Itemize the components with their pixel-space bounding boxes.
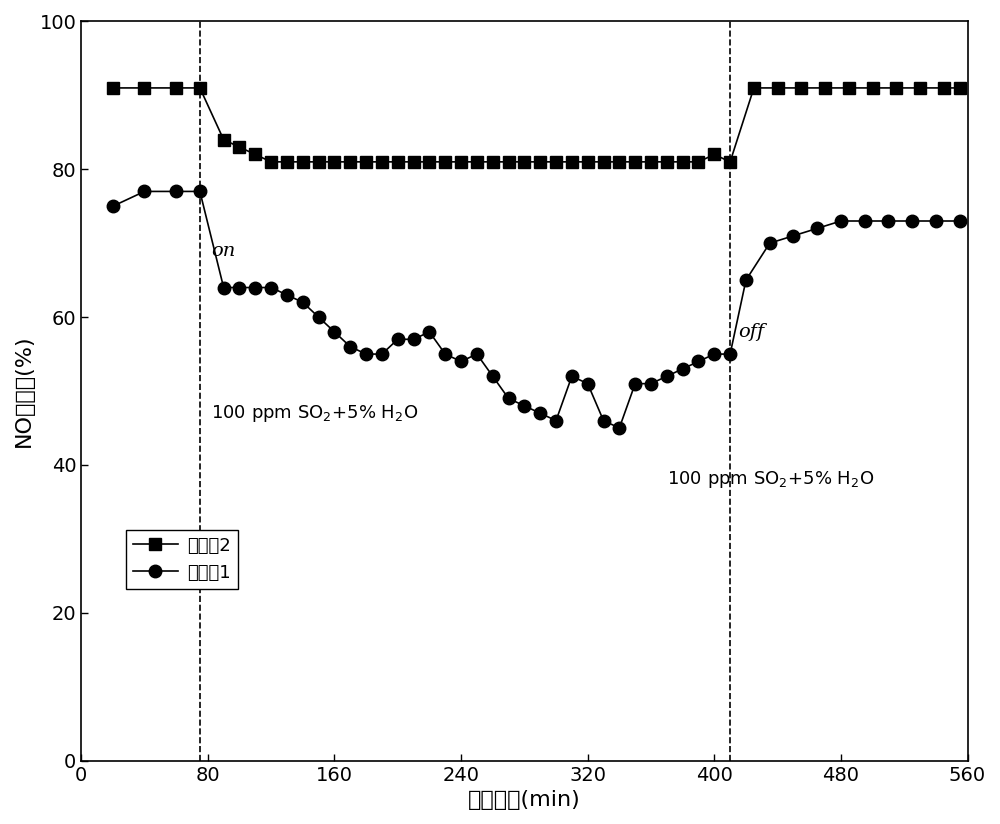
- Y-axis label: NO转化率(%): NO转化率(%): [14, 335, 34, 447]
- X-axis label: 反应时间(min): 反应时间(min): [468, 790, 581, 810]
- Text: 100 ppm SO$_2$+5% H$_2$O: 100 ppm SO$_2$+5% H$_2$O: [211, 403, 418, 424]
- Legend: 实施例2, 对比例1: 实施例2, 对比例1: [126, 530, 238, 589]
- Text: 100 ppm SO$_2$+5% H$_2$O: 100 ppm SO$_2$+5% H$_2$O: [667, 469, 874, 490]
- Text: off: off: [738, 323, 764, 341]
- Text: on: on: [211, 241, 235, 260]
